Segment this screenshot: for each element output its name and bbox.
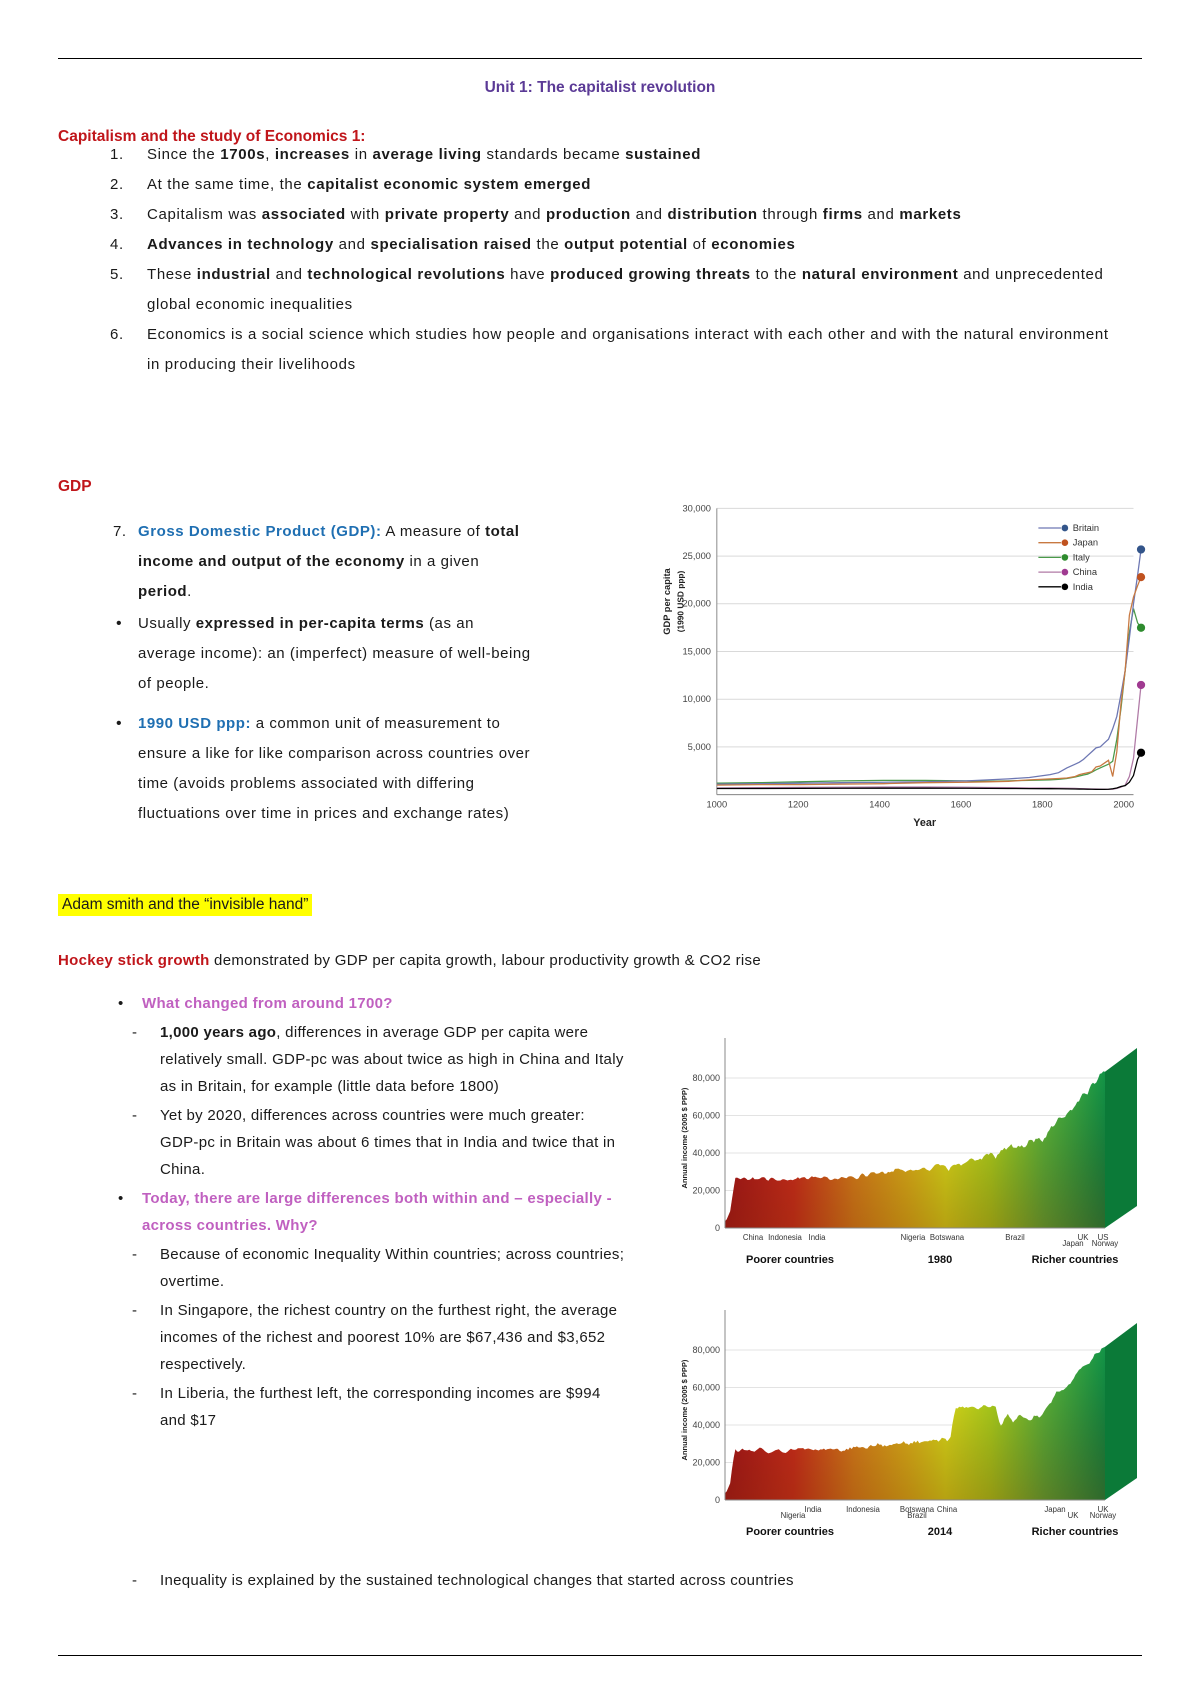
svg-text:Botswana: Botswana — [930, 1233, 965, 1242]
svg-text:2000: 2000 — [1113, 799, 1134, 809]
svg-text:Annual income (2005 $ PPP): Annual income (2005 $ PPP) — [680, 1359, 689, 1460]
svg-text:China: China — [1073, 567, 1098, 577]
svg-text:(1990 USD ppp): (1990 USD ppp) — [675, 571, 685, 633]
svg-text:UK: UK — [1068, 1511, 1080, 1520]
svg-text:1000: 1000 — [706, 799, 727, 809]
svg-text:1200: 1200 — [788, 799, 809, 809]
svg-text:30,000: 30,000 — [683, 503, 711, 513]
svg-text:Britain: Britain — [1073, 523, 1099, 533]
svg-text:80,000: 80,000 — [692, 1345, 720, 1355]
svg-text:20,000: 20,000 — [692, 1186, 720, 1196]
svg-text:Brazil: Brazil — [907, 1511, 927, 1520]
svg-text:Annual income (2005 $ PPP): Annual income (2005 $ PPP) — [680, 1087, 689, 1188]
svg-text:1600: 1600 — [951, 799, 972, 809]
svg-text:15,000: 15,000 — [683, 646, 711, 656]
svg-text:India: India — [1073, 582, 1094, 592]
svg-text:Italy: Italy — [1073, 552, 1090, 562]
svg-text:Poorer countries: Poorer countries — [746, 1254, 834, 1266]
svg-text:20,000: 20,000 — [692, 1458, 720, 1468]
svg-text:Brazil: Brazil — [1005, 1233, 1025, 1242]
svg-text:Nigeria: Nigeria — [781, 1511, 806, 1520]
svg-text:China: China — [743, 1233, 764, 1242]
svg-text:India: India — [809, 1233, 827, 1242]
svg-text:2014: 2014 — [928, 1526, 953, 1538]
svg-text:Richer countries: Richer countries — [1032, 1526, 1119, 1538]
svg-text:Nigeria: Nigeria — [901, 1233, 926, 1242]
svg-text:Indonesia: Indonesia — [768, 1233, 802, 1242]
svg-text:Richer countries: Richer countries — [1032, 1254, 1119, 1266]
svg-text:Japan: Japan — [1073, 538, 1098, 548]
svg-text:0: 0 — [715, 1223, 720, 1233]
svg-text:Japan: Japan — [1044, 1505, 1065, 1514]
svg-text:10,000: 10,000 — [683, 694, 711, 704]
svg-text:UK: UK — [1078, 1233, 1090, 1242]
svg-text:20,000: 20,000 — [683, 599, 711, 609]
svg-text:80,000: 80,000 — [692, 1073, 720, 1083]
svg-text:5,000: 5,000 — [688, 742, 711, 752]
svg-text:US: US — [1098, 1233, 1109, 1242]
svg-text:GDP per capita: GDP per capita — [662, 567, 672, 634]
svg-text:1980: 1980 — [928, 1254, 952, 1266]
svg-text:China: China — [937, 1505, 958, 1514]
svg-text:40,000: 40,000 — [692, 1420, 720, 1430]
svg-text:0: 0 — [715, 1495, 720, 1505]
svg-text:Norway: Norway — [1090, 1511, 1117, 1520]
svg-text:60,000: 60,000 — [692, 1383, 720, 1393]
svg-text:Poorer countries: Poorer countries — [746, 1526, 834, 1538]
svg-text:India: India — [805, 1505, 823, 1514]
svg-text:1400: 1400 — [869, 799, 890, 809]
svg-text:25,000: 25,000 — [683, 551, 711, 561]
svg-text:40,000: 40,000 — [692, 1148, 720, 1158]
svg-text:Year: Year — [913, 817, 937, 829]
svg-text:60,000: 60,000 — [692, 1111, 720, 1121]
svg-text:1800: 1800 — [1032, 799, 1053, 809]
svg-text:Indonesia: Indonesia — [846, 1505, 880, 1514]
